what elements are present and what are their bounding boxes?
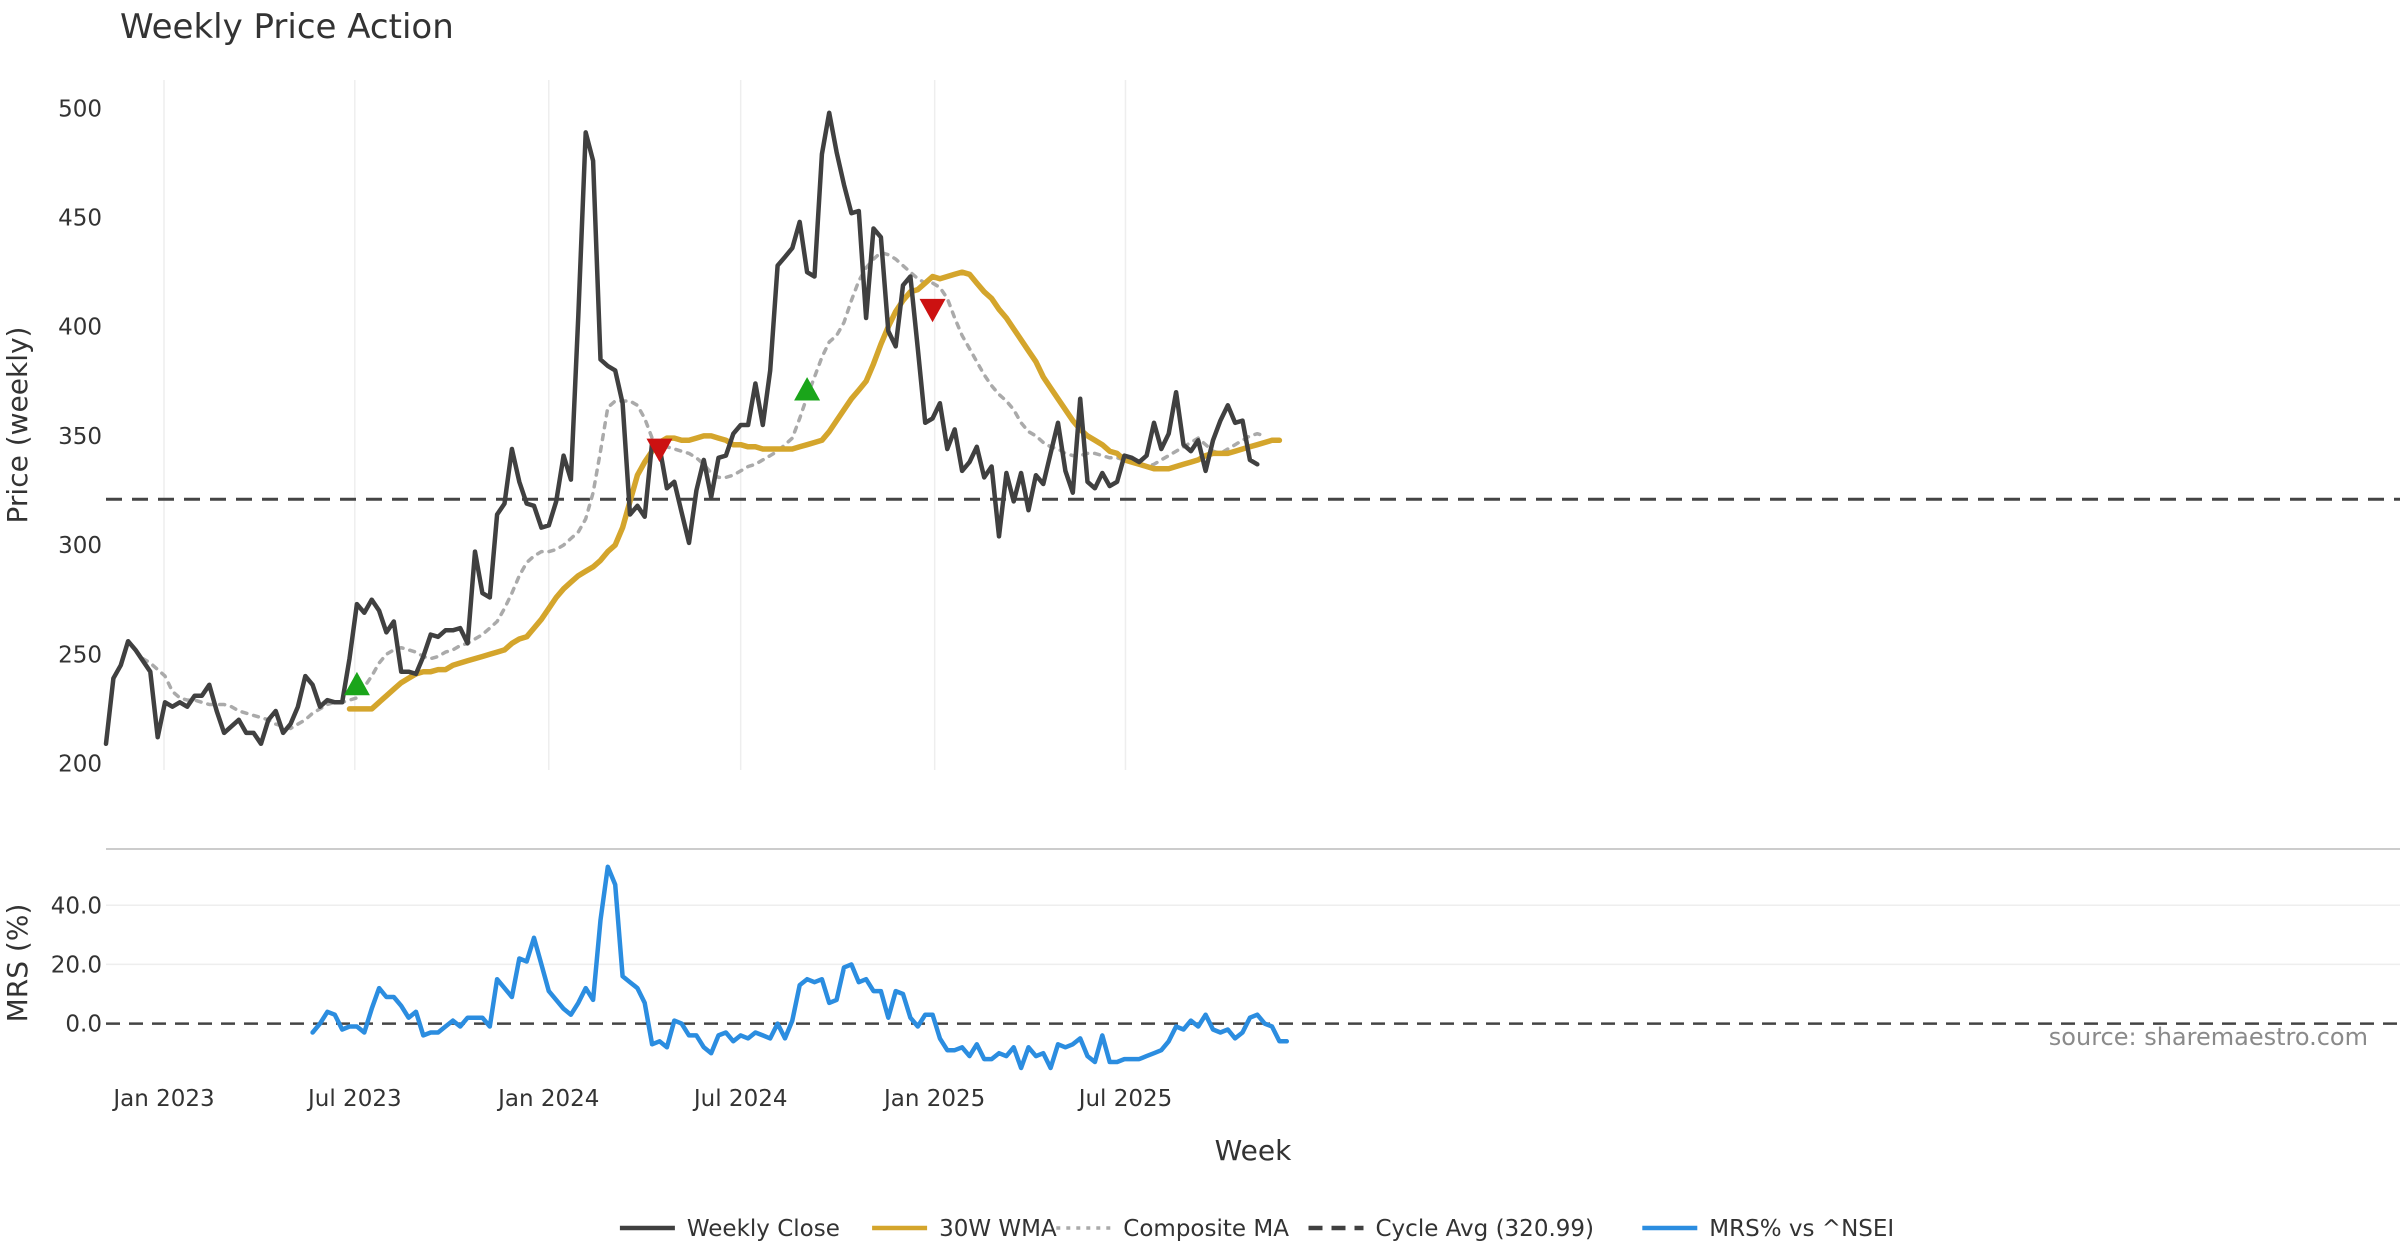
price-y-axis-label: Price (weekly) bbox=[1, 327, 34, 524]
x-tick-label: Jan 2025 bbox=[882, 1086, 985, 1112]
price-y-tick-label: 500 bbox=[58, 96, 102, 122]
mrs-y-tick-label: 20.0 bbox=[51, 952, 102, 978]
mrs-series-group bbox=[310, 864, 1290, 1071]
legend: Weekly Close 30W WMA Composite MA Cycle Avg… bbox=[619, 1216, 1894, 1242]
mrs-y-tick-label: 0.0 bbox=[65, 1012, 102, 1038]
price-y-tick-label: 300 bbox=[58, 533, 102, 559]
price-panel-grid bbox=[163, 80, 1127, 770]
series-mrs bbox=[310, 864, 1290, 1071]
legend-label: Weekly Close bbox=[687, 1216, 840, 1242]
mrs-y-tick-label: 40.0 bbox=[51, 893, 102, 919]
price-y-axis: 200 250 300 350 400 450 500 bbox=[58, 96, 102, 777]
legend-label: 30W WMA bbox=[939, 1216, 1057, 1242]
buy-signal-marker bbox=[343, 671, 370, 696]
sell-signal-marker bbox=[919, 298, 946, 323]
price-y-tick-label: 350 bbox=[58, 424, 102, 450]
price-y-tick-label: 450 bbox=[58, 206, 102, 232]
legend-item: 30W WMA bbox=[872, 1216, 1057, 1242]
series-composite-ma bbox=[141, 250, 1267, 731]
series-30w-wma bbox=[346, 269, 1283, 712]
price-series-group bbox=[103, 110, 2400, 747]
series-weekly-close bbox=[103, 110, 1260, 747]
x-tick-label: Jul 2023 bbox=[306, 1086, 402, 1112]
mrs-panel-grid bbox=[106, 904, 2400, 1025]
legend-item: Composite MA bbox=[1056, 1216, 1289, 1242]
x-tick-label: Jul 2024 bbox=[692, 1086, 788, 1112]
x-tick-label: Jul 2025 bbox=[1077, 1086, 1173, 1112]
chart-title: Weekly Price Action bbox=[120, 7, 454, 47]
x-tick-label: Jan 2024 bbox=[496, 1086, 599, 1112]
price-y-tick-label: 250 bbox=[58, 642, 102, 668]
buy-signal-marker bbox=[794, 377, 821, 401]
mrs-y-axis-label: MRS (%) bbox=[1, 904, 34, 1023]
signal-markers bbox=[343, 298, 946, 696]
legend-item: Cycle Avg (320.99) bbox=[1308, 1216, 1595, 1242]
sell-signal-marker bbox=[646, 438, 673, 463]
source-annotation: source: sharemaestro.com bbox=[2049, 1023, 2368, 1051]
price-y-tick-label: 200 bbox=[58, 751, 102, 777]
mrs-y-axis: 0.0 20.0 40.0 bbox=[51, 893, 102, 1037]
legend-item: MRS% vs ^NSEI bbox=[1642, 1216, 1894, 1242]
x-axis: Jan 2023 Jul 2023 Jan 2024 Jul 2024 Jan 2025… bbox=[111, 1086, 1172, 1112]
x-tick-label: Jan 2023 bbox=[111, 1086, 214, 1112]
legend-label: Cycle Avg (320.99) bbox=[1376, 1216, 1595, 1242]
legend-label: MRS% vs ^NSEI bbox=[1709, 1216, 1894, 1242]
x-axis-label: Week bbox=[1215, 1134, 1292, 1167]
price-y-tick-label: 400 bbox=[58, 315, 102, 341]
legend-item: Weekly Close bbox=[619, 1216, 840, 1242]
legend-label: Composite MA bbox=[1123, 1216, 1289, 1242]
